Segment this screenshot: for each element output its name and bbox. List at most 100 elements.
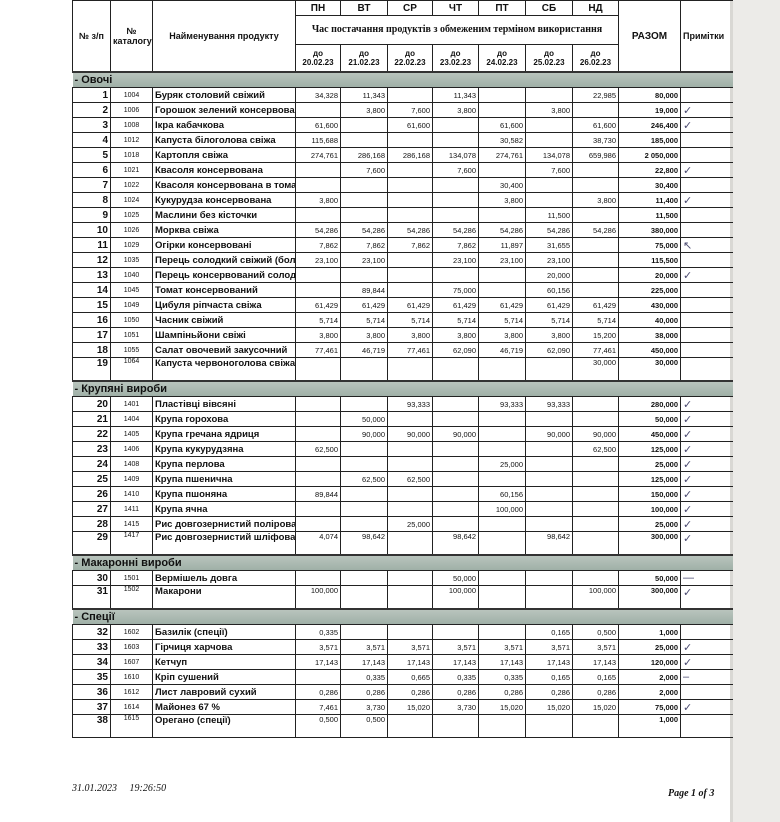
handwritten-note-mark: ✓ — [680, 456, 733, 472]
row-number: 12 — [72, 252, 111, 268]
day-quantity: 286,168 — [387, 147, 433, 163]
day-quantity: 7,862 — [432, 237, 479, 253]
product-name: Ікра кабачкова — [152, 117, 296, 133]
day-quantity — [478, 714, 526, 738]
day-quantity: 60,156 — [478, 486, 526, 502]
day-quantity: 0,665 — [387, 669, 433, 685]
day-quantity — [572, 177, 619, 193]
handwritten-note-mark — [680, 282, 733, 298]
day-quantity — [340, 624, 388, 640]
col-header-date: до 20.02.23 — [295, 44, 341, 73]
day-quantity: 17,143 — [478, 654, 526, 670]
row-number: 23 — [72, 441, 111, 457]
day-quantity: 115,688 — [295, 132, 341, 148]
catalog-number: 1501 — [110, 570, 153, 586]
day-quantity: 61,600 — [572, 117, 619, 133]
day-quantity: 89,844 — [340, 282, 388, 298]
table-row: 4 1012 Капуста білоголова свіжа 115,688 30,5… — [72, 132, 733, 148]
col-header-day: ЧТ — [432, 0, 479, 16]
page-number: Page 1 of 3 — [668, 788, 715, 799]
handwritten-note-mark — [680, 222, 733, 238]
day-quantity: 0,286 — [525, 684, 573, 700]
day-quantity: 3,800 — [525, 102, 573, 118]
table-row: 38 1615 Орегано (спеції) 0,500 0,500 1,000 — [72, 714, 733, 738]
total-quantity: 185,000 — [618, 132, 681, 148]
day-quantity — [525, 501, 573, 517]
day-quantity: 0,335 — [340, 669, 388, 685]
col-header-day: НД — [572, 0, 619, 16]
total-quantity: 300,000 — [618, 585, 681, 610]
day-quantity: 90,000 — [432, 426, 479, 442]
day-quantity — [572, 714, 619, 738]
day-quantity — [572, 531, 619, 556]
catalog-number: 1410 — [110, 486, 153, 502]
day-quantity — [432, 441, 479, 457]
day-quantity: 77,461 — [387, 342, 433, 358]
day-quantity: 46,719 — [478, 342, 526, 358]
day-quantity: 34,328 — [295, 87, 341, 103]
delivery-caption: Час постачання продуктів з обмеженим тер… — [295, 15, 619, 45]
day-quantity — [525, 177, 573, 193]
day-quantity: 100,000 — [432, 585, 479, 610]
day-quantity — [295, 456, 341, 472]
day-quantity — [387, 357, 433, 382]
table-row: 21 1404 Крупа горохова 50,000 50,000 ✓ — [72, 411, 733, 427]
product-name: Орегано (спеції) — [152, 714, 296, 738]
row-number: 7 — [72, 177, 111, 193]
day-quantity: 0,500 — [572, 624, 619, 640]
day-quantity: 5,714 — [432, 312, 479, 328]
handwritten-note-mark: ↖ — [680, 237, 733, 253]
day-quantity: 61,429 — [572, 297, 619, 313]
catalog-number: 1615 — [110, 714, 153, 738]
day-quantity — [525, 585, 573, 610]
day-quantity: 0,165 — [572, 669, 619, 685]
day-quantity: 134,078 — [432, 147, 479, 163]
day-quantity: 7,600 — [525, 162, 573, 178]
total-quantity: 380,000 — [618, 222, 681, 238]
day-quantity — [295, 267, 341, 283]
catalog-number: 1050 — [110, 312, 153, 328]
day-quantity — [295, 426, 341, 442]
day-quantity: 0,165 — [525, 669, 573, 685]
day-quantity — [387, 486, 433, 502]
product-name: Квасоля консервована в томаті — [152, 177, 296, 193]
day-quantity: 15,020 — [387, 699, 433, 715]
day-quantity: 54,286 — [340, 222, 388, 238]
row-number: 35 — [72, 669, 111, 685]
day-quantity — [432, 501, 479, 517]
day-quantity — [295, 516, 341, 532]
table-row: 16 1050 Часник свіжий 5,714 5,714 5,714 5,714 5… — [72, 312, 733, 328]
row-number: 1 — [72, 87, 111, 103]
handwritten-note-mark: – — [680, 669, 733, 685]
row-number: 32 — [72, 624, 111, 640]
catalog-number: 1408 — [110, 456, 153, 472]
day-quantity — [478, 531, 526, 556]
day-quantity: 3,800 — [432, 102, 479, 118]
product-name: Крупа гречана ядриця — [152, 426, 296, 442]
table-row: 23 1406 Крупа кукурудзяна 62,500 62,500 125,0… — [72, 441, 733, 457]
total-quantity: 30,400 — [618, 177, 681, 193]
day-quantity: 3,800 — [340, 102, 388, 118]
day-quantity — [432, 516, 479, 532]
day-quantity: 3,800 — [340, 327, 388, 343]
table-row: 7 1022 Квасоля консервована в томаті 30,400… — [72, 177, 733, 193]
day-quantity: 100,000 — [572, 585, 619, 610]
day-quantity: 90,000 — [340, 426, 388, 442]
day-quantity — [340, 441, 388, 457]
table-row: 31 1502 Макарони 100,000 100,000 100,000 300,0… — [72, 585, 733, 610]
day-quantity: 17,143 — [295, 654, 341, 670]
day-quantity — [525, 411, 573, 427]
table-row: 27 1411 Крупа ячна 100,000 100,000 ✓ — [72, 501, 733, 517]
day-quantity — [295, 282, 341, 298]
day-quantity: 61,429 — [432, 297, 479, 313]
product-name: Горошок зелений консервований — [152, 102, 296, 118]
catalog-number: 1045 — [110, 282, 153, 298]
day-quantity: 0,500 — [340, 714, 388, 738]
day-quantity: 3,571 — [525, 639, 573, 655]
row-number: 24 — [72, 456, 111, 472]
day-quantity — [295, 102, 341, 118]
product-name: Макарони — [152, 585, 296, 610]
total-quantity: 1,000 — [618, 624, 681, 640]
product-name: Рис довгозернистий шліфований — [152, 531, 296, 556]
